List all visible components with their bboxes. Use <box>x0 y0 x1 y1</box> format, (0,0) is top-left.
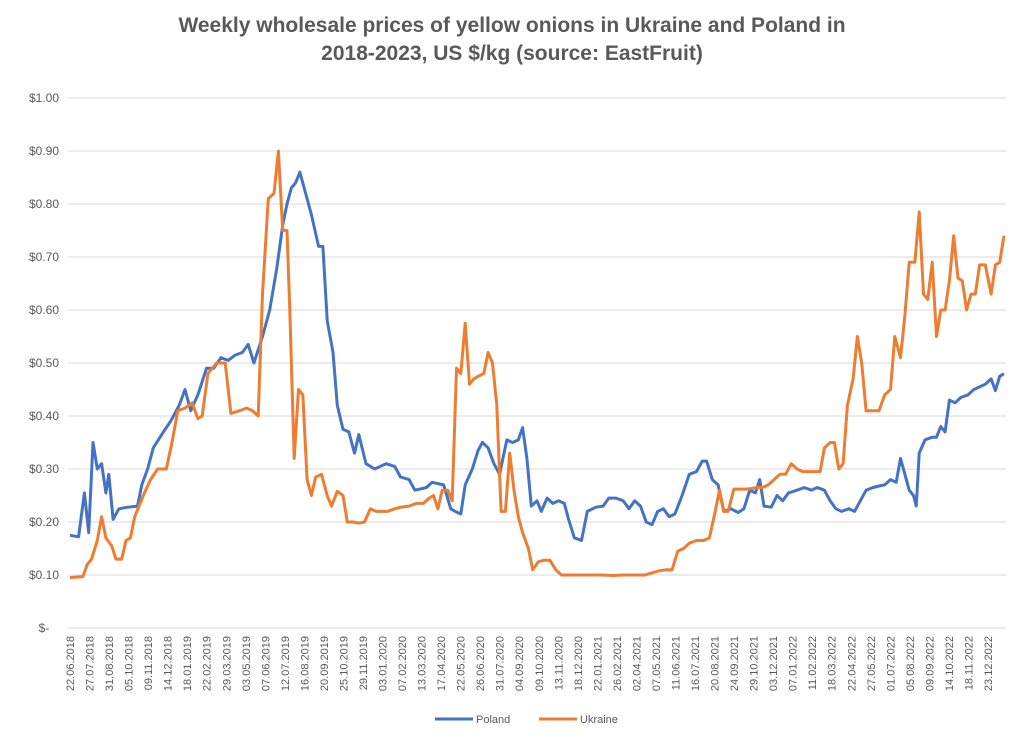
x-tick-label: 22.01.2021 <box>592 636 604 691</box>
x-tick-label: 16.08.2019 <box>299 636 311 691</box>
x-tick-label: 31.08.2018 <box>104 636 116 691</box>
grid-lines <box>68 97 1006 629</box>
x-tick-label: 23.12.2022 <box>983 636 995 691</box>
x-tick-label: 14.12.2018 <box>163 636 175 691</box>
x-tick-label: 24.09.2021 <box>729 636 741 691</box>
x-tick-label: 18.01.2019 <box>182 636 194 691</box>
x-tick-label: 13.03.2020 <box>417 636 429 691</box>
chart-title-line-2: 2018-2023, US $/kg (source: EastFruit) <box>321 42 703 65</box>
x-tick-label: 18.11.2022 <box>963 636 975 690</box>
x-tick-label: 04.09.2020 <box>514 636 526 691</box>
y-tick-label: $1.00 <box>29 91 59 105</box>
x-tick-label: 22.04.2022 <box>846 636 858 691</box>
series-lines <box>69 149 1006 580</box>
y-tick-label: $0.90 <box>29 144 59 158</box>
x-tick-label: 22.02.2019 <box>202 636 214 691</box>
x-tick-label: 20.09.2019 <box>319 636 331 691</box>
y-axis-labels: $- $0.10 $0.20 $0.30 $0.40 $0.50 $0.60 $0.70 $0.… <box>29 91 59 635</box>
x-tick-label: 09.11.2018 <box>143 636 155 690</box>
x-tick-label: 05.08.2022 <box>905 636 917 691</box>
x-tick-label: 07.02.2020 <box>397 636 409 691</box>
x-tick-label: 07.05.2021 <box>651 636 663 691</box>
x-axis-labels: 22.06.2018 27.07.2018 31.08.2018 05.10.2018… <box>65 636 995 691</box>
y-tick-label: $0.10 <box>29 568 59 582</box>
x-tick-label: 18.03.2022 <box>827 636 839 691</box>
y-tick-label: $0.70 <box>29 250 59 264</box>
x-tick-label: 07.01.2022 <box>788 636 800 691</box>
x-tick-label: 25.10.2019 <box>338 636 350 691</box>
y-tick-label: $0.30 <box>29 462 59 476</box>
series-line-ukraine <box>69 149 1006 580</box>
y-tick-label: $0.50 <box>29 356 59 370</box>
x-tick-label: 22.05.2020 <box>456 636 468 691</box>
x-tick-label: 14.10.2022 <box>944 636 956 691</box>
chart-title-line-1: Weekly wholesale prices of yellow onions… <box>178 14 846 37</box>
x-tick-label: 11.06.2021 <box>670 636 682 690</box>
legend: Poland Ukraine <box>435 714 618 726</box>
x-tick-label: 17.04.2020 <box>436 636 448 691</box>
x-tick-label: 20.08.2021 <box>710 636 722 691</box>
x-tick-label: 29.11.2019 <box>358 636 370 690</box>
x-tick-label: 29.03.2019 <box>221 636 233 691</box>
y-tick-label: $0.40 <box>29 409 59 423</box>
x-tick-label: 27.07.2018 <box>85 636 97 691</box>
x-tick-label: 01.07.2022 <box>885 636 897 691</box>
y-tick-label: $- <box>39 621 50 635</box>
x-tick-label: 12.07.2019 <box>280 636 292 691</box>
series-line-poland <box>69 170 1005 542</box>
x-tick-label: 18.12.2020 <box>573 636 585 691</box>
x-tick-label: 07.06.2019 <box>260 636 272 691</box>
y-tick-label: $0.80 <box>29 197 59 211</box>
legend-label-poland: Poland <box>476 714 510 726</box>
y-tick-label: $0.20 <box>29 515 59 529</box>
x-tick-label: 09.10.2020 <box>534 636 546 691</box>
x-tick-label: 03.01.2020 <box>378 636 390 691</box>
x-tick-label: 03.12.2021 <box>768 636 780 691</box>
x-tick-label: 13.11.2020 <box>553 636 565 690</box>
x-tick-label: 16.07.2021 <box>690 636 702 691</box>
x-tick-label: 05.10.2018 <box>124 636 136 691</box>
x-tick-label: 11.02.2022 <box>807 636 819 690</box>
x-tick-label: 09.09.2022 <box>924 636 936 691</box>
x-tick-label: 26.06.2020 <box>475 636 487 691</box>
x-tick-label: 22.06.2018 <box>65 636 77 691</box>
x-tick-label: 29.10.2021 <box>749 636 761 691</box>
y-tick-label: $0.60 <box>29 303 59 317</box>
x-tick-label: 27.05.2022 <box>866 636 878 691</box>
x-tick-label: 26.02.2021 <box>612 636 624 691</box>
legend-label-ukraine: Ukraine <box>580 714 618 726</box>
x-tick-label: 03.05.2019 <box>241 636 253 691</box>
x-tick-label: 31.07.2020 <box>495 636 507 691</box>
x-tick-label: 02.04.2021 <box>631 636 643 691</box>
